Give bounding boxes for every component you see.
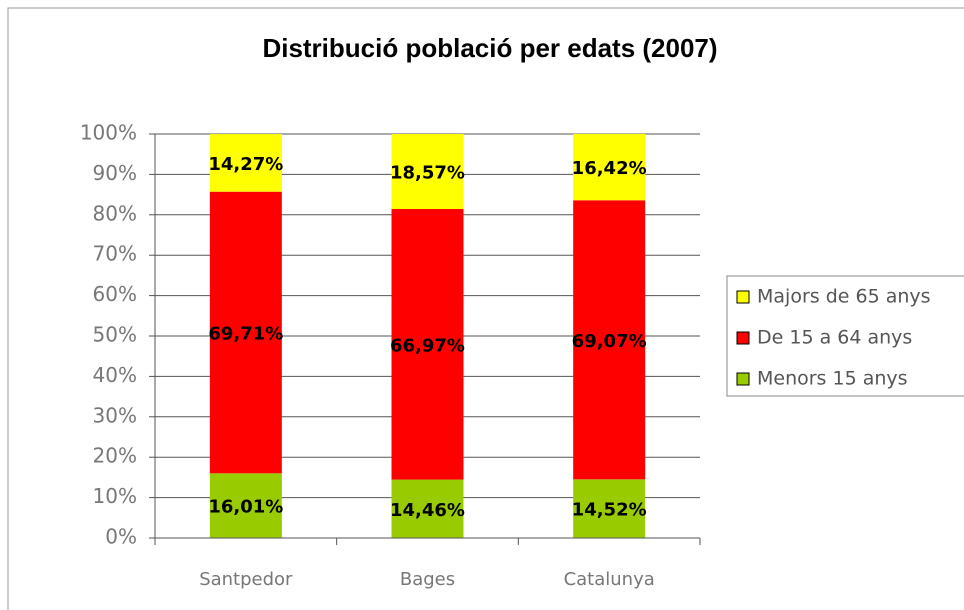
y-tick-label: 80% xyxy=(93,201,137,225)
bar-segment xyxy=(209,473,282,538)
chart-title: Distribució població per edats (2007) xyxy=(262,33,717,63)
y-tick-label: 100% xyxy=(80,121,137,145)
legend-swatch xyxy=(736,331,750,345)
bar-segment xyxy=(391,479,464,538)
bar-segment xyxy=(209,134,282,192)
data-label: 14,27% xyxy=(208,154,283,175)
legend-swatch xyxy=(736,290,750,304)
bar-segment xyxy=(391,134,464,210)
legend-swatch xyxy=(736,372,750,386)
y-tick-label: 40% xyxy=(93,363,137,387)
bar-segment xyxy=(573,479,646,538)
y-tick-label: 0% xyxy=(105,525,137,549)
bar-segment xyxy=(209,191,282,474)
data-label: 16,42% xyxy=(572,158,647,179)
y-tick-label: 70% xyxy=(93,242,137,266)
y-tick-label: 10% xyxy=(93,484,137,508)
bar-segment xyxy=(391,209,464,480)
y-tick-label: 30% xyxy=(93,403,137,427)
data-label: 18,57% xyxy=(390,163,465,184)
data-label: 69,07% xyxy=(572,331,647,352)
legend-box xyxy=(726,275,964,397)
y-tick-label: 20% xyxy=(93,444,137,468)
y-tick-label: 50% xyxy=(93,323,137,347)
bar-segment xyxy=(573,200,646,480)
legend-label: De 15 a 64 anys xyxy=(757,327,912,349)
legend-label: Majors de 65 anys xyxy=(757,286,931,308)
x-tick-label: Bages xyxy=(400,569,455,590)
x-tick-label: Santpedor xyxy=(199,569,293,590)
data-label: 16,01% xyxy=(208,497,283,518)
data-label: 66,97% xyxy=(390,335,465,356)
legend-label: Menors 15 anys xyxy=(757,368,908,390)
data-label: 14,46% xyxy=(390,500,465,521)
x-tick-label: Catalunya xyxy=(564,569,655,590)
data-label: 69,71% xyxy=(208,324,283,345)
bar-segment xyxy=(573,133,646,201)
data-label: 14,52% xyxy=(572,500,647,521)
y-tick-label: 60% xyxy=(93,282,137,306)
y-tick-label: 90% xyxy=(93,161,137,185)
